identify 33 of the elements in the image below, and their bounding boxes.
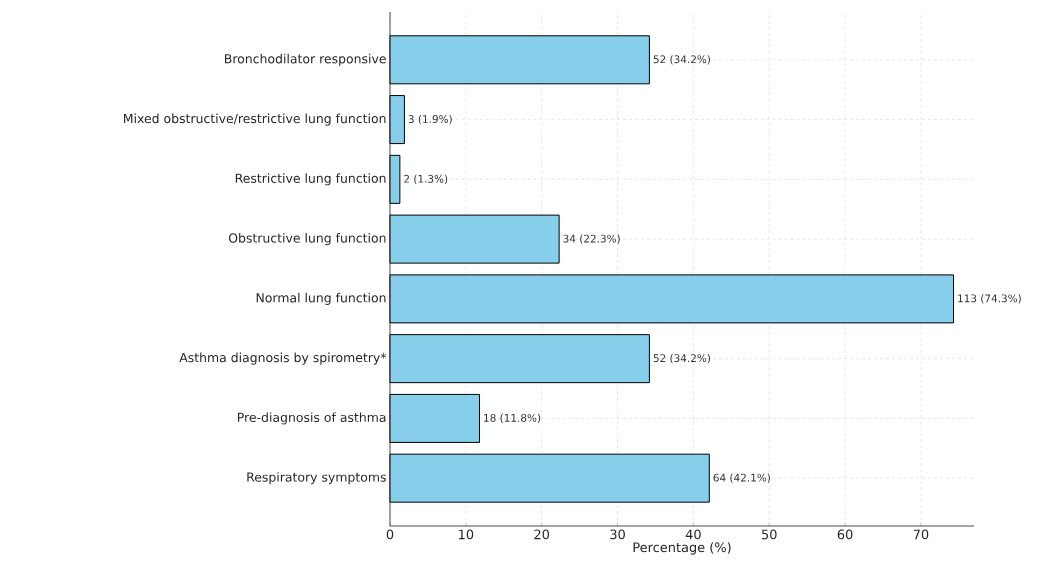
x-tick-label: 60 [837,529,853,540]
x-tick-label: 70 [913,529,929,540]
data-label: 18 (11.8%) [484,413,541,424]
x-tick-label: 50 [761,529,777,540]
y-tick-label: Respiratory symptoms [247,472,386,485]
x-tick-label: 0 [386,529,394,540]
y-tick-label: Restrictive lung function [235,173,386,186]
bar [389,334,650,384]
x-axis-title: Percentage (%) [633,542,731,555]
data-label: 3 (1.9%) [408,114,452,125]
data-label: 34 (22.3%) [563,234,620,244]
y-tick-label: Asthma diagnosis by spirometry* [179,352,387,365]
y-tick-label: Mixed obstructive/restrictive lung function [124,113,386,126]
x-tick-label: 20 [534,529,550,540]
y-tick-label: Pre-diagnosis of asthma [237,412,386,425]
bar [389,154,401,204]
y-tick-label: Normal lung function [256,292,386,305]
data-label: 64 (42.1%) [713,473,770,483]
data-label: 2 (1.3%) [404,174,448,184]
data-label: 52 (34.2%) [653,55,711,65]
bar [389,393,480,443]
bar [389,214,560,264]
y-tick-label: Obstructive lung function [228,233,386,246]
bar [389,453,710,503]
bar [389,274,955,324]
bar [389,35,650,85]
y-tick-label: Bronchodilator responsive [225,53,386,66]
bar [389,95,405,145]
x-tick-label: 40 [685,529,701,540]
x-tick-label: 10 [459,529,474,540]
data-label: 52 (34.2%) [653,353,711,364]
data-label: 113 (74.3%) [958,294,1021,304]
x-tick-label: 30 [610,529,625,540]
